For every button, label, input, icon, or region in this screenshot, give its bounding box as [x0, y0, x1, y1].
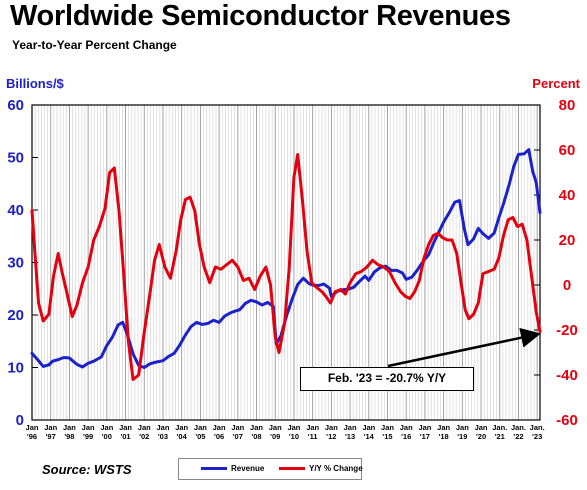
x-tick-label-top: Jan: [344, 423, 357, 432]
right-tick-label: 80: [559, 97, 576, 114]
x-tick-label-top: Jan: [325, 423, 338, 432]
left-tick-label: 50: [7, 150, 24, 167]
x-tick-label-bottom: '10: [289, 432, 299, 441]
x-tick-label-top: Jan.: [530, 423, 545, 432]
x-tick-label-bottom: '03: [158, 432, 168, 441]
x-tick-label-bottom: '99: [83, 432, 93, 441]
x-tick-label-top: Jan: [269, 423, 282, 432]
legend-swatch-yoy: [279, 467, 305, 470]
left-tick-label: 10: [7, 360, 24, 377]
x-tick-label-bottom: '19: [457, 432, 467, 441]
right-tick-label: -40: [556, 367, 578, 384]
x-tick-label-bottom: '09: [270, 432, 280, 441]
x-tick-label-top: Jan: [63, 423, 76, 432]
x-tick-label-bottom: '15: [382, 432, 392, 441]
chart-subtitle: Year-to-Year Percent Change: [12, 38, 177, 52]
x-tick-label-bottom: '11: [308, 432, 318, 441]
x-tick-label-top: Jan: [475, 423, 488, 432]
x-tick-label-bottom: '97: [46, 432, 56, 441]
x-tick-label-top: Jan: [175, 423, 188, 432]
x-tick-label-top: Jan: [26, 423, 39, 432]
x-tick-label-bottom: '16: [401, 432, 411, 441]
right-tick-label: 20: [559, 232, 576, 249]
x-tick-label-top: Jan: [119, 423, 132, 432]
x-tick-label-bottom: '04: [177, 432, 188, 441]
x-tick-label-bottom: '20: [476, 432, 486, 441]
plot-border: [31, 104, 541, 421]
x-tick-label-bottom: '22: [513, 432, 523, 441]
x-tick-label-top: Jan: [456, 423, 469, 432]
x-tick-label-top: Jan: [194, 423, 207, 432]
legend-label-yoy: Y/Y % Change: [309, 464, 363, 473]
x-tick-label-bottom: '21: [495, 432, 505, 441]
right-tick-label: 60: [559, 142, 576, 159]
series-line-revenue: [30, 148, 542, 369]
x-tick-label-bottom: '18: [439, 432, 449, 441]
legend-swatch-revenue: [201, 467, 227, 470]
x-tick-label-bottom: '13: [345, 432, 355, 441]
left-tick-label: 40: [7, 202, 24, 219]
x-tick-label-top: Jan.: [511, 423, 526, 432]
x-tick-label-top: Jan: [381, 423, 394, 432]
x-tick-label-top: Jan: [82, 423, 95, 432]
x-tick-label-top: Jan: [44, 423, 57, 432]
x-tick-label-top: Jan: [400, 423, 413, 432]
x-tick-label-top: Jan: [138, 423, 151, 432]
x-tick-label-top: Jan.: [492, 423, 507, 432]
x-tick-label-top: Jan: [362, 423, 375, 432]
x-tick-label-top: Jan: [100, 423, 113, 432]
x-tick-label-bottom: '05: [195, 432, 205, 441]
x-tick-label-bottom: '14: [364, 432, 375, 441]
source-note: Source: WSTS: [42, 462, 132, 477]
x-tick-label-top: Jan: [231, 423, 244, 432]
x-tick-label-top: Jan: [213, 423, 226, 432]
left-tick-label: 60: [7, 97, 24, 114]
x-tick-label-top: Jan: [306, 423, 319, 432]
left-tick-label: 20: [7, 307, 24, 324]
right-tick-label: 40: [559, 187, 576, 204]
x-tick-label-bottom: '08: [251, 432, 261, 441]
x-tick-label-bottom: '01: [120, 432, 130, 441]
chart-title: Worldwide Semiconductor Revenues: [10, 0, 511, 32]
legend-entry-yoy: Y/Y % Change: [279, 464, 363, 473]
x-tick-label-bottom: '12: [326, 432, 336, 441]
legend-entry-revenue: Revenue: [201, 464, 264, 473]
left-tick-label: 30: [7, 255, 24, 272]
right-tick-label: -60: [556, 412, 578, 429]
legend: Revenue Y/Y % Change: [178, 458, 363, 480]
right-axis-title: Percent: [532, 76, 580, 91]
x-tick-label-bottom: '00: [102, 432, 112, 441]
x-tick-label-bottom: '17: [420, 432, 430, 441]
series-line-yoy: [30, 153, 542, 381]
right-tick-label: -20: [556, 322, 578, 339]
x-tick-label-bottom: '96: [27, 432, 37, 441]
x-tick-label-top: Jan: [157, 423, 170, 432]
left-axis-title: Billions/$: [6, 76, 65, 91]
x-tick-label-top: Jan: [437, 423, 450, 432]
right-tick-label: 0: [563, 277, 571, 294]
x-tick-label-bottom: '23: [532, 432, 542, 441]
left-tick-label: 0: [16, 412, 24, 429]
legend-label-revenue: Revenue: [231, 464, 265, 473]
annotation-box: Feb. '23 = -20.7% Y/Y: [300, 367, 474, 391]
x-tick-label-top: Jan: [250, 423, 263, 432]
x-tick-label-top: Jan: [418, 423, 431, 432]
x-tick-label-top: Jan: [287, 423, 300, 432]
x-tick-label-bottom: '06: [214, 432, 224, 441]
x-tick-label-bottom: '98: [64, 432, 74, 441]
x-tick-label-bottom: '07: [233, 432, 243, 441]
x-tick-label-bottom: '02: [139, 432, 149, 441]
annotation-arrow: [387, 327, 541, 368]
